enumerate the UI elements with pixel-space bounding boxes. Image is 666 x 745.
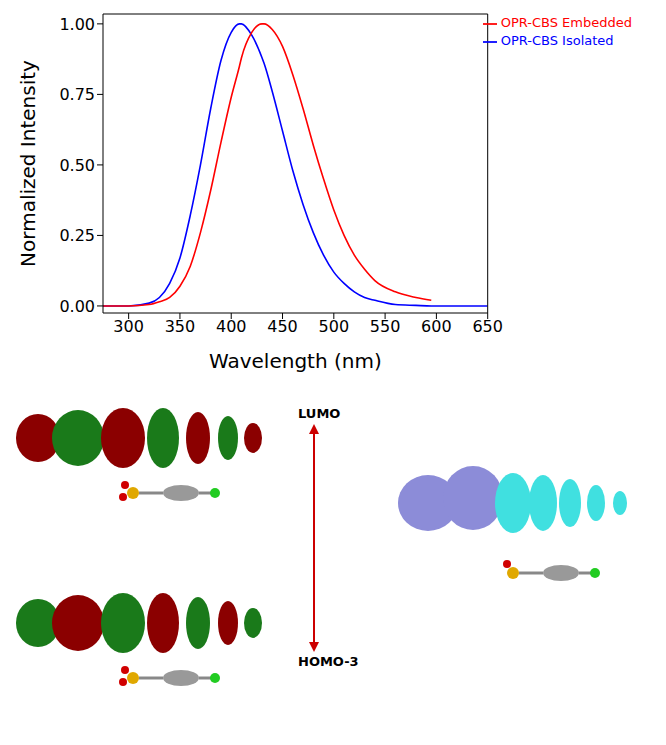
svg-text:0.75: 0.75: [59, 85, 95, 104]
svg-text:Wavelength (nm): Wavelength (nm): [209, 349, 382, 373]
html-text:OPR-CBS Embedded: OPR-CBS Embedded: [500, 15, 632, 30]
svg-text:LUMO: LUMO: [298, 406, 340, 421]
svg-text:1.00: 1.00: [59, 15, 95, 34]
svg-text:0.25: 0.25: [59, 226, 95, 245]
svg-text:HOMO-3: HOMO-3: [298, 654, 359, 669]
svg-text:Normalized Intensity: Normalized Intensity: [16, 60, 40, 267]
svg-text:450: 450: [267, 317, 298, 336]
svg-text:550: 550: [370, 317, 401, 336]
svg-text:0.50: 0.50: [59, 156, 95, 175]
svg-text:400: 400: [216, 317, 247, 336]
svg-text:300: 300: [113, 317, 144, 336]
svg-text:600: 600: [421, 317, 452, 336]
svg-text:0.00: 0.00: [59, 297, 95, 316]
svg-text:350: 350: [165, 317, 196, 336]
svg-text:650: 650: [472, 317, 503, 336]
html-text:OPR-CBS Isolated: OPR-CBS Isolated: [500, 33, 614, 48]
svg-text:500: 500: [319, 317, 350, 336]
